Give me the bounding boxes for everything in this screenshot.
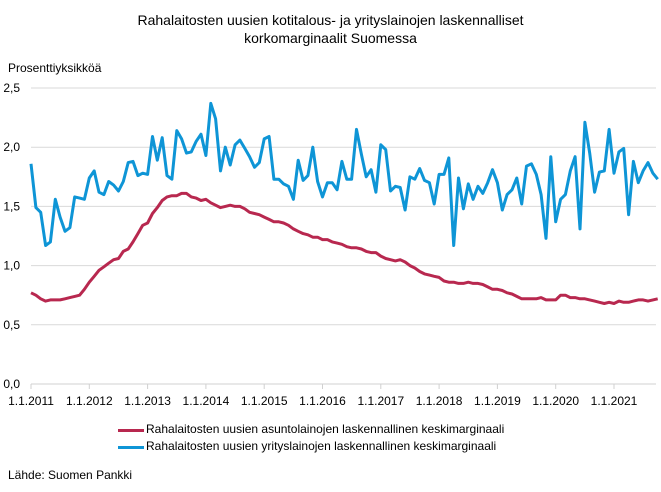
y-axis-unit-label: Prosenttiyksikköä <box>8 61 102 75</box>
y-tick-label: 2,0 <box>3 140 20 154</box>
series-line-corporate-loans <box>29 101 659 247</box>
x-tick-label: 1.1.2013 <box>124 394 171 408</box>
x-tick-label: 1.1.2012 <box>66 394 113 408</box>
x-tick-label: 1.1.2017 <box>357 394 404 408</box>
legend-swatch-corporate <box>118 446 144 449</box>
legend-label-corporate: Rahalaitosten uusien yrityslainojen lask… <box>146 439 497 453</box>
legend-label-housing: Rahalaitosten uusien asuntolainojen lask… <box>146 422 505 436</box>
x-tick-label: 1.1.2015 <box>241 394 288 408</box>
x-tick-label: 1.1.2016 <box>299 394 346 408</box>
y-tick-label: 1,5 <box>3 199 20 213</box>
y-tick-label: 0,5 <box>3 318 20 332</box>
chart-title: Rahalaitosten uusien kotitalous- ja yrit… <box>0 11 661 47</box>
x-tick-label: 1.1.2014 <box>183 394 230 408</box>
source-note: Lähde: Suomen Pankki <box>8 468 133 482</box>
y-tick-label: 2,5 <box>3 81 20 95</box>
x-tick-label: 1.1.2011 <box>8 394 54 408</box>
x-tick-label: 1.1.2019 <box>474 394 521 408</box>
chart-title-line-1: Rahalaitosten uusien kotitalous- ja yrit… <box>137 12 524 28</box>
y-tick-label: 1,0 <box>3 259 20 273</box>
legend-swatch-housing <box>118 429 144 432</box>
x-tick-label: 1.1.2021 <box>591 394 638 408</box>
chart-title-line-2: korkomarginaalit Suomessa <box>244 30 417 46</box>
series-line-housing-loans <box>30 191 659 305</box>
x-tick-label: 1.1.2020 <box>532 394 579 408</box>
y-tick-label: 0,0 <box>3 377 20 391</box>
x-tick-label: 1.1.2018 <box>416 394 463 408</box>
